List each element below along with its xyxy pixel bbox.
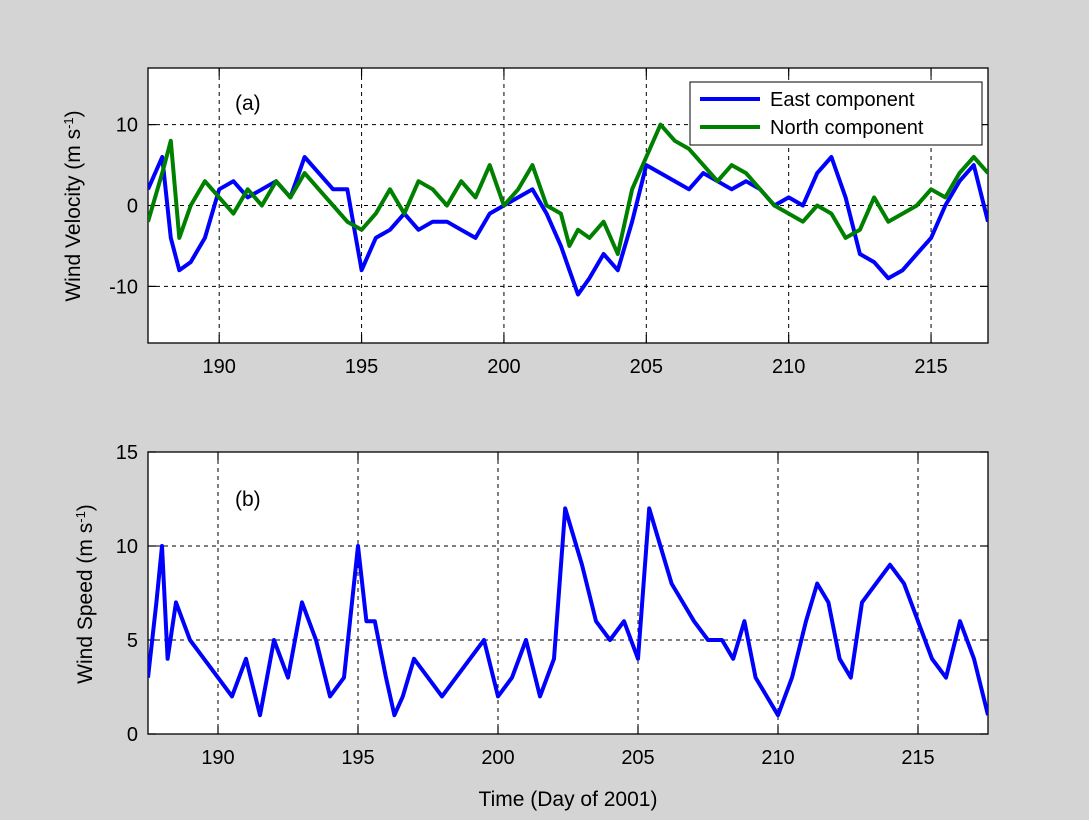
x-tick-label: 215 — [914, 356, 947, 378]
legend-box — [689, 81, 983, 146]
x-tick-label: 195 — [341, 747, 374, 769]
x-tick-label: 200 — [481, 747, 514, 769]
panel-b-y-tick-labels: 0 5 10 15 — [116, 442, 138, 746]
panel-b-x-tick-labels: 190 195 200 205 210 215 — [201, 747, 934, 769]
y-tick-label: 15 — [116, 442, 138, 464]
x-tick-label: 190 — [202, 356, 235, 378]
x-tick-label: 190 — [201, 747, 234, 769]
panel-a-y-axis-label: Wind Velocity (m s-1) — [61, 110, 86, 301]
x-tick-label: 210 — [761, 747, 794, 769]
y-tick-label: 10 — [116, 536, 138, 558]
legend-north-label: North component — [770, 117, 924, 139]
panel-b-wind-speed: 190 195 200 205 210 215 0 5 10 15 (b) Wind Speed… — [73, 442, 989, 811]
panel-b-x-axis-label: Time (Day of 2001) — [479, 788, 658, 811]
x-tick-label: 200 — [487, 356, 520, 378]
x-tick-label: 205 — [621, 747, 654, 769]
panel-b-y-axis-label: Wind Speed (m s-1) — [73, 504, 98, 684]
panel-a-series — [148, 122, 988, 297]
y-tick-label: 0 — [127, 196, 138, 218]
legend: East component North component — [689, 81, 983, 146]
y-tick-label: 5 — [127, 630, 138, 652]
series-line-wind-speed — [148, 506, 988, 718]
x-tick-label: 195 — [345, 356, 378, 378]
series-line-north-component — [148, 122, 988, 256]
y-tick-label: -10 — [109, 276, 138, 298]
y-tick-label: 0 — [127, 724, 138, 746]
panel-b-grid — [148, 451, 988, 735]
panel-b-series — [148, 506, 988, 718]
x-tick-label: 215 — [901, 747, 934, 769]
panel-a-wind-velocity: 190 195 200 205 210 215 -10 0 10 (a) Wind Veloc… — [61, 67, 989, 378]
panel-a-x-tick-labels: 190 195 200 205 210 215 — [202, 356, 947, 378]
x-tick-label: 210 — [772, 356, 805, 378]
panel-a-y-tick-labels: -10 0 10 — [109, 115, 138, 299]
y-tick-label: 10 — [116, 115, 138, 137]
panel-a-label: (a) — [235, 92, 261, 115]
panel-b-plot-area — [147, 451, 989, 735]
x-tick-label: 205 — [630, 356, 663, 378]
legend-east-label: East component — [770, 89, 915, 111]
panel-b-label: (b) — [235, 488, 261, 511]
